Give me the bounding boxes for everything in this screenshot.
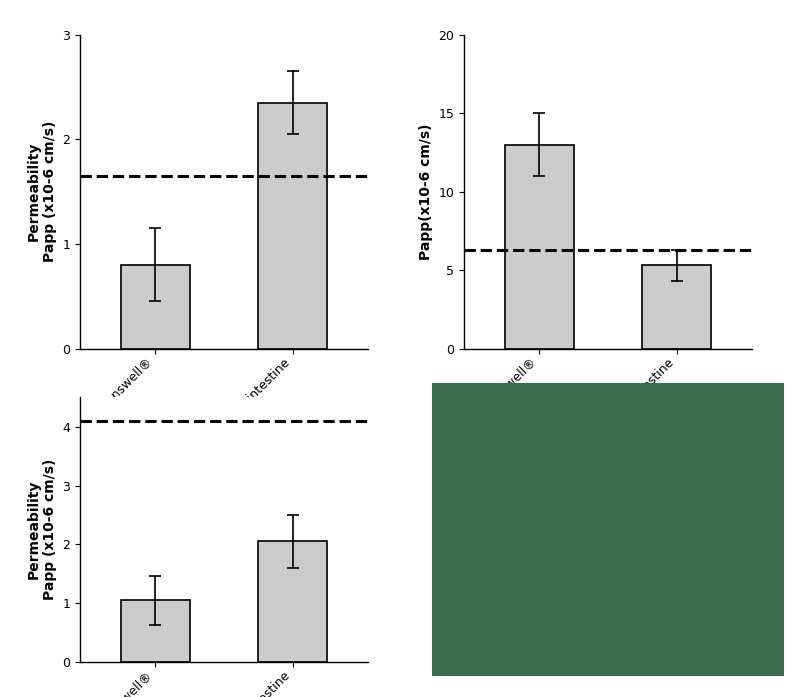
Bar	[121, 600, 190, 662]
Bar	[505, 145, 574, 348]
Y-axis label: Papp(x10-6 cm/s): Papp(x10-6 cm/s)	[419, 123, 433, 260]
Bar	[121, 265, 190, 348]
Y-axis label: Permeability
Papp (x10-6 cm/s): Permeability Papp (x10-6 cm/s)	[26, 459, 57, 600]
Bar	[642, 266, 711, 348]
Bar	[258, 542, 327, 662]
Y-axis label: Permeability
Papp (x10-6 cm/s): Permeability Papp (x10-6 cm/s)	[26, 121, 57, 262]
Bar	[258, 102, 327, 348]
